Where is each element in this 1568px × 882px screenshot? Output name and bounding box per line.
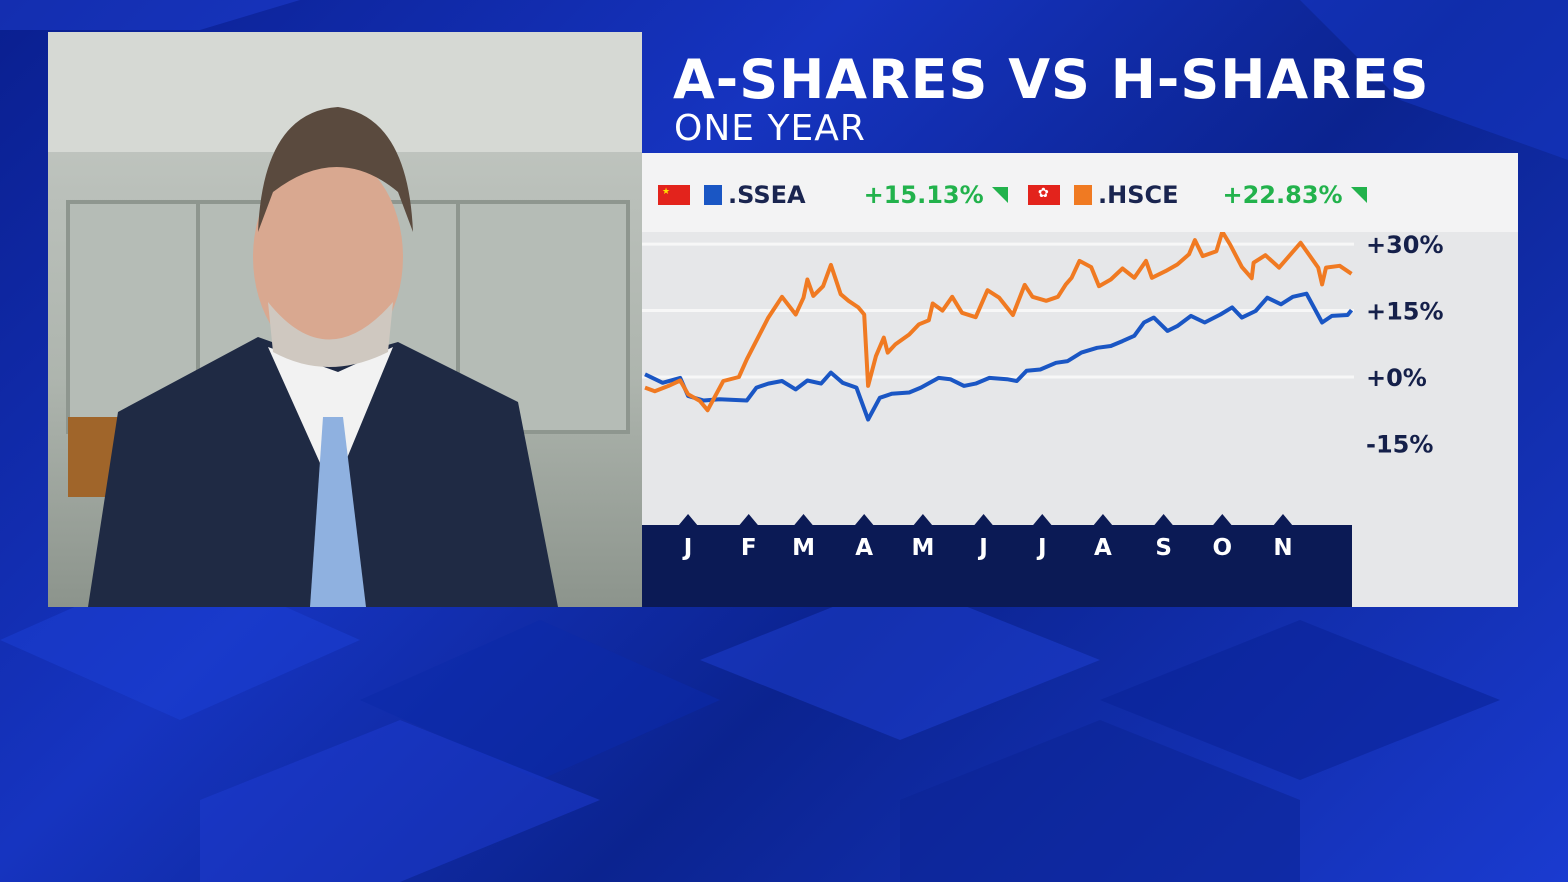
y-tick-label: +30% (1366, 232, 1444, 259)
x-tick-marker (1212, 514, 1233, 526)
triangle-indicator-icon (1350, 187, 1367, 203)
chart-panel: ★ .SSEA +15.13% ✿ .HSCE +22.83% +45%+30%… (642, 153, 1518, 607)
series-line-ssea (644, 291, 1354, 422)
hong-kong-flag-icon: ✿ (1028, 185, 1060, 205)
x-tick-marker (678, 514, 699, 526)
x-axis-band (642, 525, 1352, 607)
chart-subtitle: ONE YEAR (674, 108, 866, 149)
x-tick-marker (1092, 514, 1113, 526)
x-tick-marker (1272, 514, 1293, 526)
legend-change: +22.83% (1222, 181, 1343, 209)
x-tick-label: J (1036, 535, 1047, 561)
x-tick-marker (738, 514, 759, 526)
x-tick-label: J (682, 535, 693, 561)
x-tick-marker (793, 514, 814, 526)
series-line-hsce (644, 232, 1353, 413)
x-tick-label: M (792, 535, 815, 561)
x-tick-marker (854, 514, 875, 526)
hsce-color-swatch (1074, 185, 1092, 205)
china-flag-icon: ★ (658, 185, 690, 205)
video-feed-guest (48, 32, 642, 607)
legend-ticker: .HSCE (1098, 181, 1179, 209)
guest-video-image (48, 32, 642, 607)
ssea-color-swatch (704, 185, 722, 205)
legend-item-ssea: ★ .SSEA +15.13% (658, 181, 1008, 209)
x-tick-label: N (1273, 535, 1292, 561)
legend-item-hsce: ✿ .HSCE +22.83% (1028, 181, 1367, 209)
x-tick-marker (973, 514, 994, 526)
legend-change: +15.13% (863, 181, 984, 209)
x-tick-marker (912, 514, 933, 526)
legend-ticker: .SSEA (728, 181, 806, 209)
y-tick-label: +0% (1366, 364, 1427, 392)
x-tick-label: F (741, 535, 757, 561)
y-tick-label: +15% (1366, 298, 1444, 326)
chart-title: A-SHARES VS H-SHARES (673, 48, 1430, 111)
x-tick-label: A (855, 535, 873, 561)
x-tick-label: A (1094, 535, 1112, 561)
x-tick-label: S (1155, 535, 1172, 561)
x-tick-marker (1032, 514, 1053, 526)
y-tick-label: -15% (1366, 430, 1433, 458)
x-tick-marker (1153, 514, 1174, 526)
legend: ★ .SSEA +15.13% ✿ .HSCE +22.83% (642, 153, 1518, 232)
x-tick-label: O (1213, 535, 1233, 561)
triangle-indicator-icon (991, 187, 1008, 203)
x-tick-label: J (977, 535, 988, 561)
x-tick-label: M (911, 535, 934, 561)
